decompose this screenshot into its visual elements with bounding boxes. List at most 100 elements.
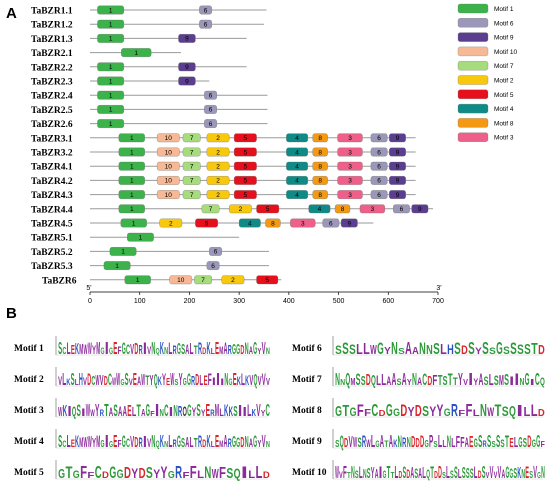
logo-letter: Y	[162, 371, 166, 390]
logo-letter: L	[442, 438, 447, 449]
gene-label: TaBZR2.5	[31, 106, 73, 116]
gene-label: TaBZR1.3	[31, 35, 73, 45]
logo-letter: Y	[131, 466, 138, 482]
logo-letter: V	[498, 464, 502, 483]
logo-letter: S	[349, 342, 356, 358]
logo-letter: L	[371, 433, 375, 452]
logo-letter: S	[181, 341, 185, 358]
motif-box-number: 6	[204, 22, 208, 29]
motif-box	[286, 161, 308, 171]
motif-box	[256, 275, 279, 285]
logo-letter: L	[248, 469, 255, 481]
logo-letter: I	[143, 433, 147, 451]
motif-box	[178, 34, 196, 43]
motif-box-number: 2	[216, 192, 220, 199]
logo-letter: R	[198, 432, 202, 451]
logo-letter: I	[169, 404, 173, 419]
logo-letter: S	[342, 339, 349, 358]
logo-letter: K	[245, 373, 249, 388]
logo-letter: S	[402, 464, 406, 483]
logo-letter: C	[62, 345, 66, 357]
gene-row: TaBZR5.2 1 6	[31, 247, 269, 258]
gene-label: TaBZR5.2	[31, 248, 73, 258]
logo-letter: S	[433, 440, 438, 449]
panel-label-a: A	[6, 5, 17, 22]
logo-letter: R	[178, 402, 183, 419]
motif-box-number: 3	[348, 192, 352, 199]
logo-letter: K	[517, 464, 521, 481]
logo-letter: V	[486, 471, 490, 481]
logo-letter: L	[62, 371, 66, 390]
motif-box	[286, 147, 308, 157]
legend-swatch	[457, 118, 489, 128]
logo-letter: T	[391, 471, 395, 480]
logo-letter: I	[516, 402, 523, 419]
logo-letter: S	[397, 378, 402, 388]
logo-letter: I	[143, 339, 147, 358]
logo-letter: R	[139, 435, 143, 451]
logo-letter: A	[405, 340, 412, 359]
logo-letter: S	[468, 340, 475, 359]
logo-letter: F	[208, 370, 212, 389]
legend-swatch	[457, 3, 489, 14]
logo-letter: D	[427, 373, 432, 388]
logo-letter: G	[383, 469, 387, 481]
motif-box	[234, 161, 257, 171]
logo-letter: G	[122, 339, 126, 358]
logo-letter: L	[395, 464, 399, 483]
logo-letter: W	[116, 371, 120, 390]
logo-letter: V	[463, 378, 468, 387]
legend-label: Motif 10	[494, 49, 518, 56]
motif-box-number: 2	[239, 206, 243, 213]
logo-letter: D	[438, 464, 442, 483]
logo-letter: N	[426, 342, 433, 357]
gene-row: TaBZR6 1 10 7 2 5	[42, 275, 282, 286]
motif-box-number: 6	[377, 192, 381, 199]
motif-box-number: 7	[190, 135, 194, 142]
logo-letter: C	[371, 402, 378, 421]
logo-letter: N	[521, 467, 525, 481]
motif-box-number: 2	[216, 164, 220, 171]
motif-box-number: 1	[109, 107, 113, 114]
gene-row: TaBZR1.3 1 9	[31, 34, 247, 45]
logo-letter: M	[350, 376, 355, 387]
axis-3prime-label: 3'	[436, 285, 441, 292]
logo-letter: T	[430, 464, 434, 483]
logo-letter: N	[266, 347, 270, 357]
gene-label: TaBZR4.1	[31, 163, 73, 173]
logo-letter: A	[412, 345, 419, 357]
logo-letter: G	[177, 432, 181, 451]
gene-row: TaBZR5.3 1 6	[31, 261, 269, 272]
logo-letter: W	[487, 407, 494, 419]
logo-letter: A	[223, 339, 227, 358]
logo-letter: G	[117, 469, 124, 482]
motif-box	[97, 5, 124, 15]
logo-letter: G	[122, 433, 126, 452]
logo-letter: L	[446, 464, 450, 483]
logo-letter: L	[514, 433, 518, 450]
axis-tick-label: 300	[233, 298, 245, 305]
legend-label: Motif 4	[494, 106, 514, 113]
logo-letter: I	[220, 378, 224, 388]
motif-box-number: 6	[209, 107, 213, 114]
motif-box-number: 3	[371, 206, 375, 213]
gene-row: TaBZR1.2 1 6	[31, 19, 264, 31]
motif-box	[182, 190, 201, 199]
logo-letter: I	[509, 374, 514, 388]
logo-letter: V	[129, 378, 133, 388]
motif-box	[312, 190, 328, 199]
logo-letter: N	[151, 340, 155, 359]
logo-letter: W	[84, 342, 88, 358]
motif-box-number: 7	[201, 277, 205, 284]
motif-box-number: 10	[165, 149, 173, 156]
logo-letter: I	[468, 371, 473, 390]
logo-letter: N	[480, 402, 487, 421]
motif-box	[156, 176, 180, 185]
logo-title: Motif 3	[14, 406, 44, 416]
logo-letter: S	[355, 469, 359, 481]
motif-box-number: 10	[165, 135, 173, 142]
legend-swatch	[457, 103, 489, 114]
logo-letter: K	[160, 340, 164, 359]
logo-letter: G	[229, 378, 233, 388]
